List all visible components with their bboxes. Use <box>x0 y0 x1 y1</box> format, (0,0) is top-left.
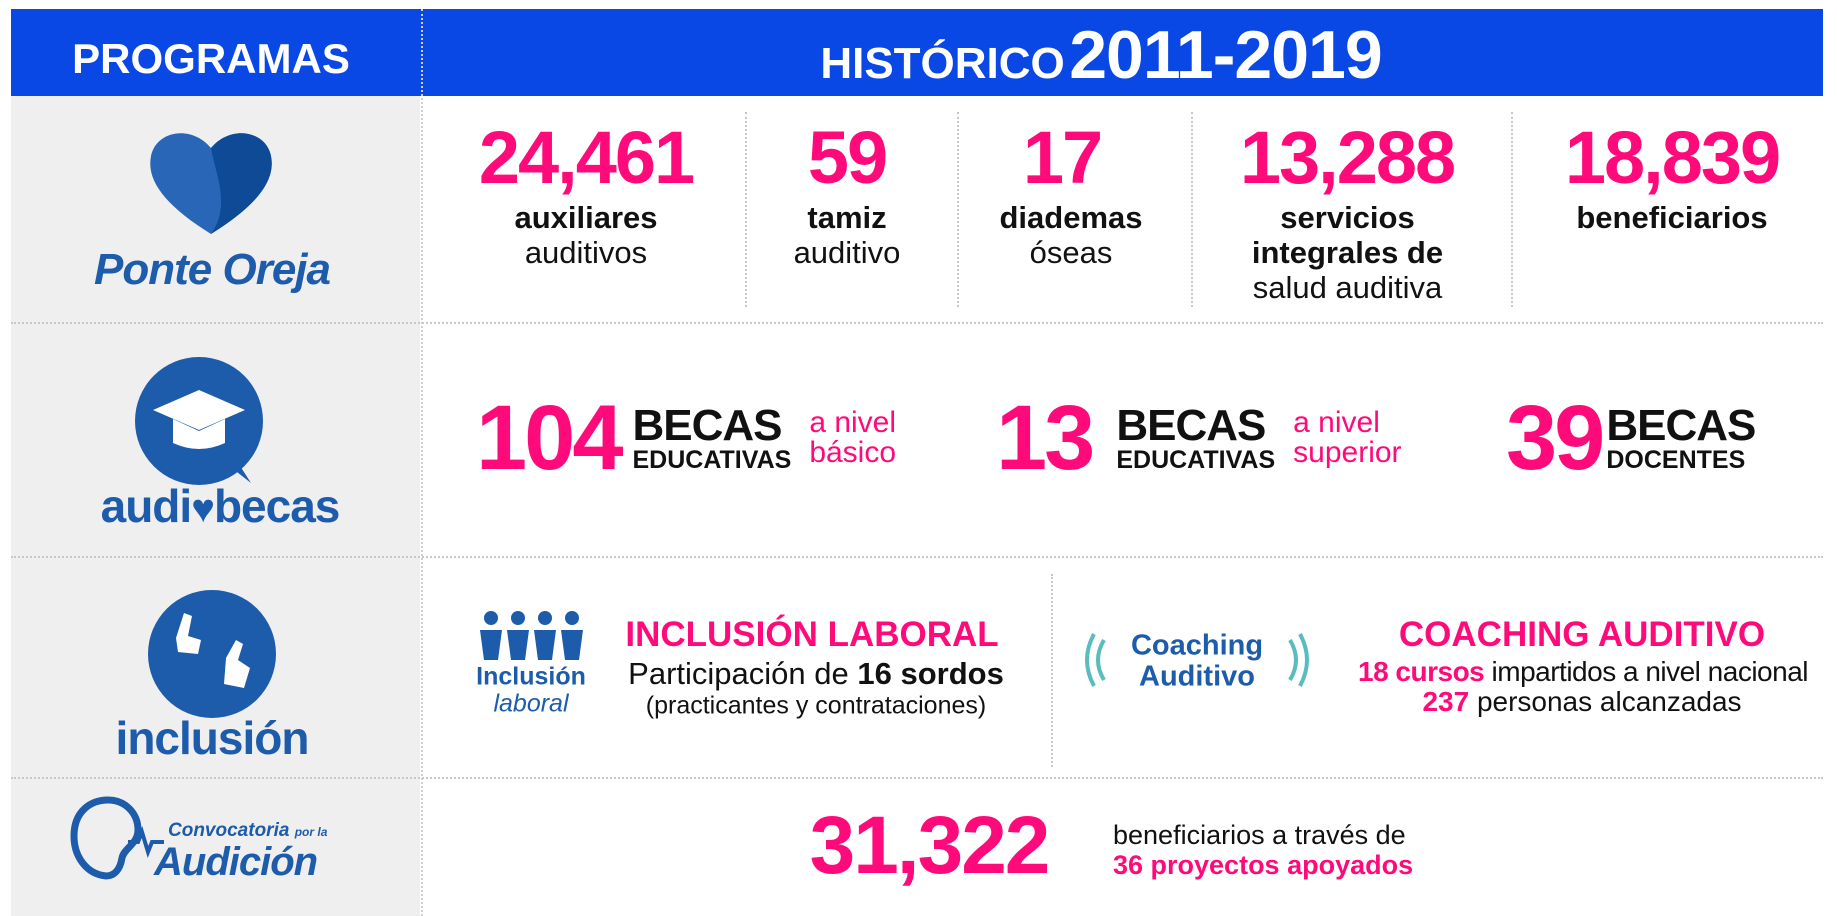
stat-label: tamiz auditivo <box>747 200 947 270</box>
stat-number: 13 <box>996 387 1095 489</box>
stat-number: 39 <box>1506 387 1605 489</box>
section-title: INCLUSIÓN LABORAL <box>625 615 999 654</box>
stat-number: 59 <box>807 116 888 199</box>
note-line: superior <box>1293 436 1402 469</box>
stat: 13 BECAS EDUCATIVAS a nivel superior <box>996 392 1402 484</box>
logo-text: inclusión <box>115 712 310 764</box>
stat-number: 17 <box>1022 116 1103 199</box>
divider <box>421 9 423 916</box>
label-bold: integrales de <box>1251 235 1444 270</box>
stat-label: diademas óseas <box>960 200 1182 270</box>
logo-text: Convocatoria por la <box>168 820 327 842</box>
stat-label: beneficiarios <box>1520 200 1824 235</box>
stat-label: BECAS EDUCATIVAS <box>632 400 792 474</box>
header-left: PROGRAMAS <box>72 35 350 82</box>
text-bold: 16 sordos <box>857 656 1004 691</box>
label-small: EDUCATIVAS <box>632 445 792 474</box>
note-line: a nivel <box>1293 406 1380 439</box>
divider <box>1051 574 1053 767</box>
stat-number: 31,322 <box>809 800 1051 891</box>
stat: 104 BECAS EDUCATIVAS a nivel básico <box>476 392 896 484</box>
stat-label: BECAS DOCENTES <box>1606 400 1756 474</box>
text-bold: 18 cursos <box>1358 656 1485 687</box>
logo-text: Inclusión <box>476 662 586 691</box>
hands-icon <box>148 590 276 718</box>
stat-label: BECAS EDUCATIVAS <box>1116 400 1276 474</box>
stat: 39 BECAS DOCENTES <box>1506 387 1756 489</box>
divider <box>957 112 959 307</box>
logo-text: Coaching <box>1130 629 1264 662</box>
label-big: BECAS <box>1606 400 1756 450</box>
divider <box>1191 112 1193 307</box>
header-title: HISTÓRICO 2011-2019 <box>820 16 1382 94</box>
divider <box>11 322 1823 324</box>
logo-part: por la <box>294 825 328 839</box>
heart-icon <box>150 133 272 234</box>
stat-line: 36 proyectos apoyados <box>1113 850 1414 880</box>
section-line: 237 personas alcanzadas <box>1422 686 1741 718</box>
divider <box>1511 112 1513 307</box>
divider <box>11 777 1823 779</box>
text: personas alcanzadas <box>1476 686 1742 717</box>
stat-number: 24,461 <box>478 116 695 199</box>
label-bold: auxiliares <box>514 200 658 235</box>
logo-part: audi <box>100 480 193 532</box>
label-big: BECAS <box>632 400 783 450</box>
logo-heart: ♥ <box>191 487 215 531</box>
note-line: a nivel <box>809 406 897 439</box>
logo-part: Convocatoria <box>168 820 290 841</box>
label-small: EDUCATIVAS <box>1116 445 1276 474</box>
text-bold: 237 <box>1422 686 1470 717</box>
stat-number: 13,288 <box>1239 116 1456 199</box>
stat-note: a nivel básico <box>809 408 896 468</box>
label: auditivos <box>524 235 648 270</box>
divider <box>745 112 747 307</box>
logo-part: becas <box>213 480 340 532</box>
title: HISTÓRICO <box>820 39 1065 88</box>
label-small: DOCENTES <box>1606 445 1746 474</box>
header-bar <box>11 9 1823 96</box>
note-line: básico <box>809 436 897 469</box>
label-bold: beneficiarios <box>1576 200 1768 235</box>
wave-icon <box>1085 633 1309 687</box>
logo-text: Auditivo <box>1139 660 1255 693</box>
label: óseas <box>1029 235 1113 270</box>
left-column <box>11 96 420 916</box>
years: 2011-2019 <box>1069 17 1382 93</box>
stat-label: auxiliares auditivos <box>446 200 726 270</box>
text: Participación de <box>628 656 849 691</box>
stat-label: servicios integrales de salud auditiva <box>1200 200 1495 305</box>
label: auditivo <box>793 235 901 270</box>
divider <box>11 556 1823 558</box>
stat-number: 18,839 <box>1564 116 1781 199</box>
logo-text: Ponte Oreja <box>94 245 331 294</box>
ear-icon <box>70 796 164 880</box>
label-big: BECAS <box>1116 400 1266 450</box>
cap-icon <box>135 357 263 485</box>
people-icon <box>480 611 583 660</box>
section-line: (practicantes y contrataciones) <box>645 691 987 720</box>
label-bold: diademas <box>999 200 1143 235</box>
logo-text: Audición <box>154 840 318 884</box>
stat-note: a nivel superior <box>1293 408 1401 468</box>
section-line: Participación de 16 sordos <box>628 656 1004 692</box>
logo-text: audi♥becas <box>100 479 341 533</box>
section-line: 18 cursos impartidos a nivel nacional <box>1358 656 1809 688</box>
stat-line: beneficiarios a través de <box>1113 820 1406 850</box>
text: impartidos a nivel nacional <box>1491 656 1809 687</box>
label: salud auditiva <box>1252 270 1443 305</box>
label-bold: servicios <box>1280 200 1415 235</box>
section-title: COACHING AUDITIVO <box>1398 615 1766 654</box>
label-bold: tamiz <box>807 200 887 235</box>
stat-number: 104 <box>476 387 623 489</box>
logo-text: laboral <box>493 689 569 718</box>
